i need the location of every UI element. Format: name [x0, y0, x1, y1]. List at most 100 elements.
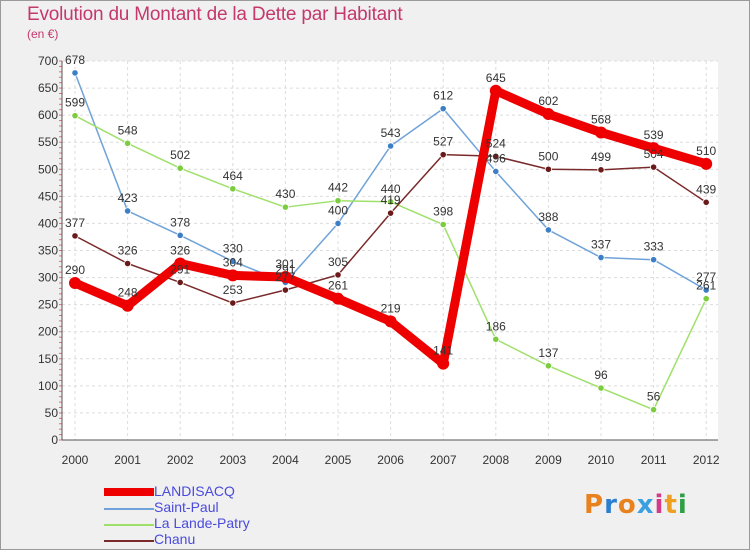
y-tick-label: 0	[51, 433, 58, 447]
data-label-chanu: 500	[538, 149, 558, 163]
data-label-saint-paul: 330	[223, 241, 243, 255]
data-label-la-lande-patry: 398	[433, 205, 453, 219]
data-label-landisacq: 645	[486, 71, 506, 85]
data-label-chanu: 504	[644, 147, 664, 161]
data-label-landisacq: 568	[591, 112, 611, 126]
data-point-la-lande-patry	[702, 295, 710, 303]
y-tick-label: 600	[38, 108, 58, 122]
data-point-la-lande-patry	[229, 185, 237, 193]
logo-letter: i	[677, 490, 688, 520]
data-point-la-lande-patry	[439, 220, 447, 229]
x-tick-label: 2004	[272, 453, 299, 467]
line-chart: 0 50 100 150 200 250 300 350 400 450 500 550 600 650 7…	[38, 53, 720, 467]
data-label-chanu: 277	[275, 270, 295, 284]
data-label-landisacq: 301	[275, 257, 295, 271]
data-labels: 678 423 378 330 291 400 543 612 496 388 337 333 277 5…	[65, 53, 717, 404]
data-label-chanu: 527	[433, 135, 453, 149]
data-point-la-lande-patry	[124, 139, 132, 147]
data-label-landisacq: 261	[328, 279, 348, 293]
data-point-chanu	[492, 152, 500, 160]
data-label-saint-paul: 496	[486, 151, 506, 165]
y-tick-label: 700	[38, 54, 58, 68]
data-label-saint-paul: 337	[591, 238, 611, 252]
data-label-chanu: 291	[170, 262, 190, 276]
data-point-la-lande-patry	[176, 164, 184, 172]
x-tick-label: 2002	[167, 453, 194, 467]
data-point-la-lande-patry	[71, 112, 79, 120]
data-point-chanu	[334, 271, 342, 279]
chart-title: Evolution du Montant de la Dette par Hab…	[27, 4, 403, 25]
data-point-landisacq	[437, 357, 450, 370]
data-label-saint-paul: 400	[328, 203, 348, 217]
grid	[62, 60, 718, 441]
data-point-chanu	[649, 163, 658, 171]
data-point-landisacq	[700, 157, 713, 170]
data-label-chanu: 439	[696, 182, 716, 196]
data-label-la-lande-patry: 186	[486, 319, 506, 333]
data-label-landisacq: 304	[223, 255, 243, 269]
y-tick-label: 150	[38, 352, 58, 366]
data-point-landisacq	[121, 299, 134, 312]
proxiti-logo: Proxiti	[584, 490, 688, 520]
data-point-landisacq	[174, 257, 187, 270]
data-point-saint-paul	[124, 207, 132, 215]
y-tick-label: 450	[38, 189, 58, 203]
data-point-la-lande-patry	[649, 406, 658, 414]
x-tick-label: 2008	[482, 453, 509, 467]
logo-letter: i	[654, 490, 665, 520]
data-point-la-lande-patry	[334, 197, 342, 205]
data-label-landisacq: 248	[118, 286, 138, 300]
data-label-la-lande-patry: 261	[696, 279, 716, 293]
data-label-la-lande-patry: 442	[328, 181, 348, 195]
data-point-saint-paul	[597, 253, 605, 262]
data-point-la-lande-patry	[597, 384, 605, 392]
logo-letter: o	[617, 490, 637, 520]
data-label-chanu: 305	[328, 255, 348, 269]
data-point-saint-paul	[176, 231, 184, 239]
data-label-la-lande-patry: 548	[118, 123, 138, 137]
data-point-landisacq	[595, 126, 607, 139]
data-point-saint-paul	[334, 219, 342, 228]
data-point-saint-paul	[649, 256, 658, 264]
x-tick-label: 2001	[114, 453, 141, 467]
data-label-chanu: 524	[486, 136, 506, 150]
data-point-saint-paul	[492, 167, 500, 176]
data-point-saint-paul	[386, 142, 395, 150]
data-label-landisacq: 602	[538, 94, 558, 108]
data-label-la-lande-patry: 502	[170, 148, 190, 162]
data-label-saint-paul: 333	[644, 240, 664, 254]
x-tick-label: 2007	[430, 453, 457, 467]
data-point-landisacq	[226, 269, 239, 282]
data-label-la-lande-patry: 599	[65, 96, 85, 110]
data-label-landisacq: 510	[696, 144, 716, 158]
data-point-landisacq	[647, 142, 660, 155]
x-tick-label: 2011	[641, 453, 667, 467]
data-label-saint-paul: 388	[538, 210, 558, 224]
data-label-la-lande-patry: 56	[647, 390, 661, 404]
data-label-chanu: 499	[591, 150, 611, 164]
legend-label-saint-paul: Saint-Paul	[154, 499, 219, 515]
y-tick-label: 300	[38, 271, 58, 285]
y-tick-label: 250	[38, 298, 58, 312]
data-label-saint-paul: 378	[170, 215, 190, 229]
x-tick-label: 2003	[219, 453, 246, 467]
data-label-saint-paul: 678	[65, 53, 85, 67]
data-point-chanu	[702, 198, 710, 206]
data-point-saint-paul	[702, 286, 710, 294]
data-point-chanu	[386, 209, 395, 217]
series-lines	[69, 69, 713, 414]
y-tick-label: 100	[38, 379, 58, 393]
data-point-saint-paul	[229, 257, 237, 265]
legend-label-la-lande-patry: La Lande-Patry	[154, 515, 250, 531]
x-tick-label: 2012	[693, 453, 720, 467]
y-tick-label: 50	[45, 406, 59, 420]
legend-swatch-chanu	[104, 540, 154, 542]
logo-letter: x	[636, 490, 655, 520]
data-point-chanu	[597, 166, 605, 174]
data-label-saint-paul: 291	[275, 262, 295, 276]
data-label-landisacq: 290	[65, 263, 85, 277]
data-point-chanu	[281, 286, 289, 294]
legend-swatch-la-lande-patry	[104, 524, 154, 526]
data-label-landisacq: 539	[644, 128, 664, 142]
data-label-landisacq: 326	[170, 243, 190, 257]
